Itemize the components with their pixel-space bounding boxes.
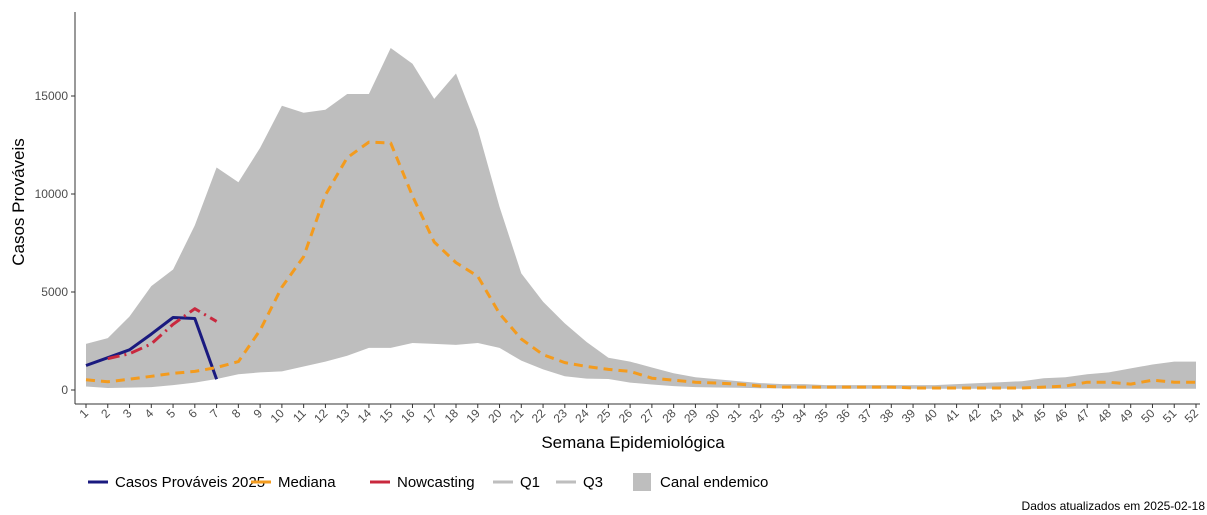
y-tick-label: 5000 — [41, 285, 68, 299]
x-tick-label: 26 — [616, 406, 636, 426]
x-tick-label: 12 — [311, 406, 331, 426]
legend-label: Q1 — [520, 474, 540, 491]
series-line-mediana — [85, 140, 1196, 390]
x-tick-label: 46 — [1051, 406, 1071, 426]
x-tick-label: 50 — [1138, 406, 1158, 426]
series-line-nowcasting — [107, 307, 218, 361]
x-tick-label: 37 — [855, 406, 875, 426]
x-tick-label: 44 — [1008, 406, 1028, 426]
legend-label: Canal endemico — [660, 474, 768, 491]
x-tick-label: 16 — [398, 406, 418, 426]
x-tick-label: 4 — [142, 406, 157, 421]
x-tick-label: 8 — [229, 406, 244, 421]
x-tick-label: 24 — [572, 406, 592, 426]
y-tick-label: 10000 — [35, 187, 69, 201]
x-tick-label: 5 — [164, 406, 179, 421]
x-tick-label: 31 — [725, 406, 745, 426]
legend-item-nowcasting: Nowcasting — [370, 474, 475, 491]
x-tick-label: 21 — [507, 406, 527, 426]
x-tick-label: 14 — [355, 406, 375, 426]
x-tick-label: 30 — [703, 406, 723, 426]
y-tick-label: 15000 — [35, 89, 69, 103]
x-tick-label: 1 — [76, 406, 91, 421]
x-tick-label: 47 — [1073, 406, 1093, 426]
x-tick-label: 9 — [251, 406, 266, 421]
x-tick-label: 35 — [812, 406, 832, 426]
x-tick-label: 42 — [964, 406, 984, 426]
x-tick-label: 18 — [442, 406, 462, 426]
legend-item-q1: Q1 — [493, 474, 540, 491]
x-tick-label: 38 — [877, 406, 897, 426]
legend-label: Mediana — [278, 474, 336, 491]
x-tick-label: 13 — [333, 406, 353, 426]
x-tick-label: 32 — [746, 406, 766, 426]
x-tick-label: 15 — [376, 406, 396, 426]
x-tick-label: 28 — [659, 406, 679, 426]
x-axis-title: Semana Epidemiológica — [541, 433, 725, 452]
x-tick-label: 11 — [290, 406, 309, 425]
x-tick-label: 17 — [420, 406, 440, 426]
x-tick-label: 20 — [485, 406, 505, 426]
legend-label: Casos Prováveis 2025 — [115, 474, 265, 491]
x-tick-label: 29 — [681, 406, 701, 426]
x-tick-label: 6 — [185, 406, 200, 421]
legend-item-casos-prov-veis-2025: Casos Prováveis 2025 — [88, 474, 265, 491]
x-tick-label: 22 — [529, 406, 549, 426]
x-tick-label: 19 — [464, 406, 484, 426]
legend-label: Q3 — [583, 474, 603, 491]
legend-item-canal-endemico: Canal endemico — [633, 473, 768, 491]
x-tick-label: 52 — [1182, 406, 1202, 426]
x-tick-label: 51 — [1160, 406, 1180, 426]
x-tick-label: 41 — [942, 406, 962, 426]
legend-label: Nowcasting — [397, 474, 475, 491]
endemic-channel-band — [86, 48, 1196, 389]
legend-item-q3: Q3 — [556, 474, 603, 491]
x-tick-label: 2 — [98, 406, 113, 421]
y-tick-label: 0 — [61, 383, 68, 397]
legend: Casos Prováveis 2025 Mediana Nowcasting Q1 Q… — [88, 473, 768, 491]
x-tick-label: 7 — [207, 406, 222, 421]
x-tick-label: 48 — [1095, 406, 1115, 426]
x-tick-label: 3 — [120, 406, 135, 421]
x-tick-label: 39 — [899, 406, 919, 426]
update-caption: Dados atualizados em 2025-02-18 — [1022, 499, 1206, 513]
legend-item-mediana: Mediana — [251, 474, 336, 491]
x-tick-label: 43 — [986, 406, 1006, 426]
x-tick-label: 40 — [921, 406, 941, 426]
x-tick-label: 25 — [594, 406, 614, 426]
y-axis-title: Casos Prováveis — [9, 138, 28, 266]
x-tick-label: 10 — [268, 406, 288, 426]
endemic-channel-layer — [86, 48, 1196, 389]
series-layer — [85, 140, 1196, 390]
x-tick-label: 45 — [1029, 406, 1049, 426]
x-tick-label: 49 — [1116, 406, 1136, 426]
x-tick-label: 23 — [551, 406, 571, 426]
legend-key — [633, 473, 651, 491]
x-tick-label: 36 — [834, 406, 854, 426]
x-tick-label: 27 — [638, 406, 658, 426]
x-tick-label: 33 — [768, 406, 788, 426]
x-tick-label: 34 — [790, 406, 810, 426]
